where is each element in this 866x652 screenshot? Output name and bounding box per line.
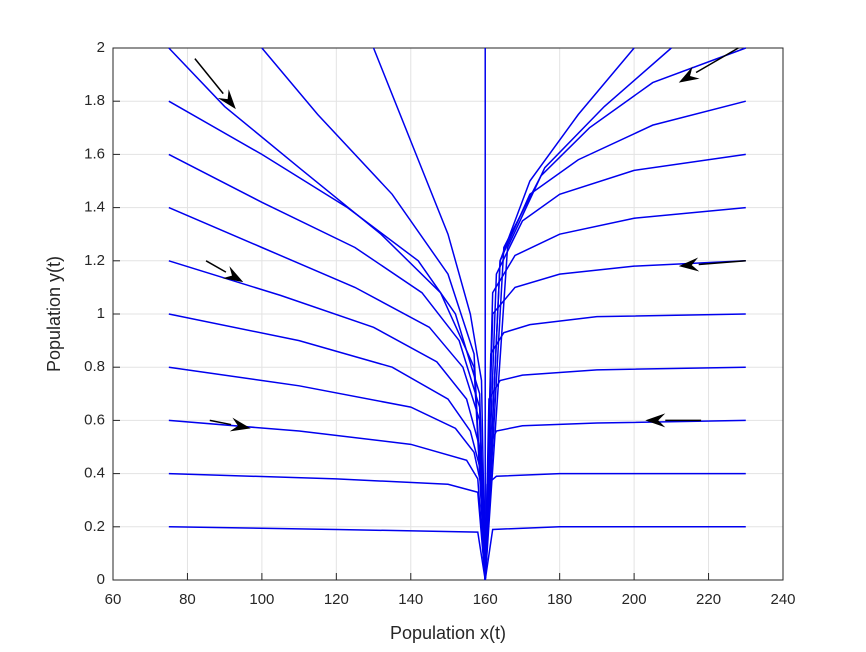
x-tick-label: 220 (696, 591, 721, 608)
arrow-shaft (698, 260, 746, 266)
x-tick-label: 240 (770, 591, 795, 608)
x-tick-label: 160 (473, 591, 498, 608)
y-tick-label: 0.6 (84, 411, 105, 428)
trajectory (484, 153, 746, 581)
trajectory (484, 47, 747, 581)
x-tick-label: 180 (547, 591, 572, 608)
arrow-head (678, 257, 700, 272)
trajectory (168, 419, 486, 581)
y-tick-label: 0 (97, 571, 105, 588)
trajectory (484, 526, 746, 581)
y-axis-label: Population y(t) (44, 256, 64, 372)
x-tick-label: 200 (622, 591, 647, 608)
trajectory (168, 100, 486, 581)
arrow-shaft (205, 260, 227, 273)
trajectory (484, 47, 635, 581)
arrow-shaft (194, 58, 224, 95)
arrow-head (678, 66, 700, 83)
y-tick-label: 2 (97, 39, 105, 56)
y-tick-label: 0.8 (84, 358, 105, 375)
x-tick-label: 140 (398, 591, 423, 608)
arrow-shaft (695, 47, 739, 74)
arrow-head (217, 89, 236, 110)
y-tick-label: 1 (97, 305, 105, 322)
y-tick-label: 1.8 (84, 92, 105, 109)
x-tick-label: 60 (105, 591, 122, 608)
trajectory (261, 47, 486, 581)
x-axis-label: Population x(t) (390, 623, 506, 643)
x-tick-label: 120 (324, 591, 349, 608)
trajectory (168, 260, 486, 581)
trajectory (372, 47, 486, 581)
y-tick-label: 1.2 (84, 252, 105, 269)
arrow-head (222, 266, 244, 283)
x-tick-label: 100 (249, 591, 274, 608)
y-tick-label: 0.4 (84, 465, 105, 482)
y-tick-label: 0.2 (84, 518, 105, 535)
trajectory (168, 526, 486, 581)
trajectory (484, 206, 746, 581)
arrow-head (645, 413, 666, 428)
trajectory (484, 47, 672, 581)
y-tick-label: 1.6 (84, 145, 105, 162)
y-tick-label: 1.4 (84, 199, 105, 216)
arrow-head (229, 417, 251, 432)
arrow-shaft (209, 419, 232, 426)
x-tick-label: 80 (179, 591, 196, 608)
plot-frame (112, 47, 784, 581)
